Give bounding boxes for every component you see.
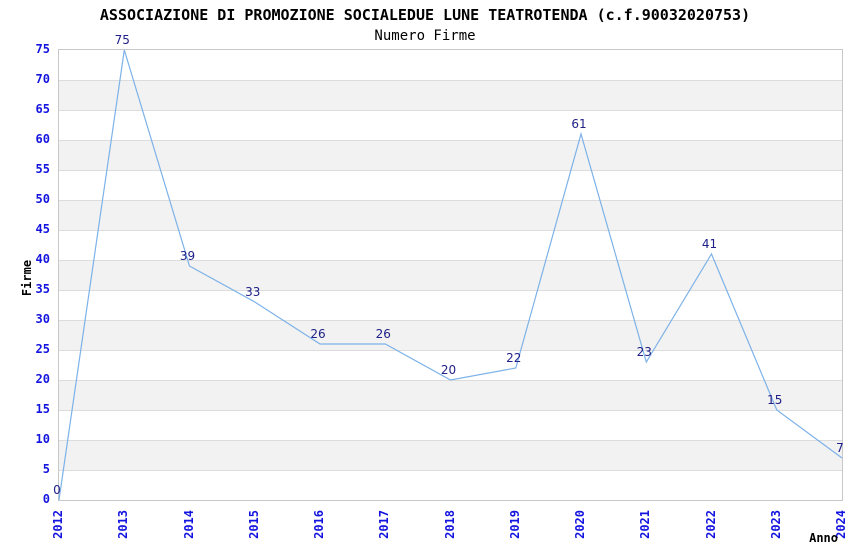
point-label: 7 [836, 441, 844, 455]
y-tick-label: 0 [42, 492, 50, 506]
x-axis-label: Anno [809, 531, 838, 545]
y-tick-label: 35 [35, 282, 50, 296]
x-tick-label: 2012 [51, 510, 65, 539]
x-tick-label: 2018 [442, 510, 457, 539]
x-tick-label: 2013 [116, 510, 131, 539]
point-label: 22 [506, 351, 522, 365]
x-tick-label: 2021 [638, 510, 653, 539]
x-tick-label: 2022 [703, 510, 718, 539]
y-tick-label: 40 [35, 252, 50, 266]
series-polyline [58, 49, 843, 501]
x-tick-label: 2014 [181, 510, 196, 539]
y-tick-label: 70 [35, 72, 50, 86]
point-label: 61 [571, 117, 587, 131]
y-tick-label: 65 [35, 102, 50, 116]
point-label: 26 [310, 327, 326, 341]
y-tick-label: 50 [35, 192, 50, 206]
x-tick-label: 2023 [768, 510, 783, 539]
grid-band [59, 140, 842, 170]
y-tick-label: 45 [35, 222, 50, 236]
grid-band [59, 350, 842, 380]
y-tick-label: 75 [35, 42, 50, 56]
y-tick-label: 5 [42, 462, 50, 476]
y-tick-label: 10 [35, 432, 50, 446]
point-label: 20 [440, 363, 457, 377]
grid-band [59, 410, 842, 440]
x-tick-label: 2019 [507, 510, 522, 539]
plot-area: 0 75 39 33 26 26 20 22 61 23 41 15 7 [53, 33, 844, 501]
grid-band [59, 50, 842, 80]
point-label: 23 [636, 345, 652, 359]
point-label: 15 [767, 393, 783, 407]
point-label: 75 [114, 33, 130, 47]
point-label: 0 [53, 483, 61, 497]
y-tick-label: 55 [35, 162, 50, 176]
grid-band [59, 290, 842, 320]
grid-band [59, 200, 842, 230]
y-tick-label: 20 [35, 372, 50, 386]
point-label: 33 [245, 285, 261, 299]
chart-title: ASSOCIAZIONE DI PROMOZIONE SOCIALEDUE LU… [99, 6, 751, 24]
y-tick-label: 30 [35, 312, 50, 326]
grid-band [59, 470, 842, 500]
grid-band [59, 170, 842, 200]
y-tick-label: 60 [35, 132, 50, 146]
grid-band [59, 440, 842, 470]
point-label: 39 [179, 249, 196, 263]
point-label: 41 [701, 237, 718, 251]
point-label: 26 [375, 327, 391, 341]
line-series [58, 49, 843, 501]
x-tick-label: 2020 [573, 510, 587, 539]
x-tick-label: 2016 [312, 510, 326, 539]
x-tick-label: 2017 [377, 510, 392, 539]
y-tick-label: 15 [35, 402, 50, 416]
grid-band [59, 320, 842, 350]
y-tick-label: 25 [35, 342, 50, 356]
grid-band [59, 110, 842, 140]
chart-subtitle: Numero Firme [374, 28, 476, 44]
x-tick-label: 2015 [246, 510, 261, 539]
grid-band [59, 80, 842, 110]
